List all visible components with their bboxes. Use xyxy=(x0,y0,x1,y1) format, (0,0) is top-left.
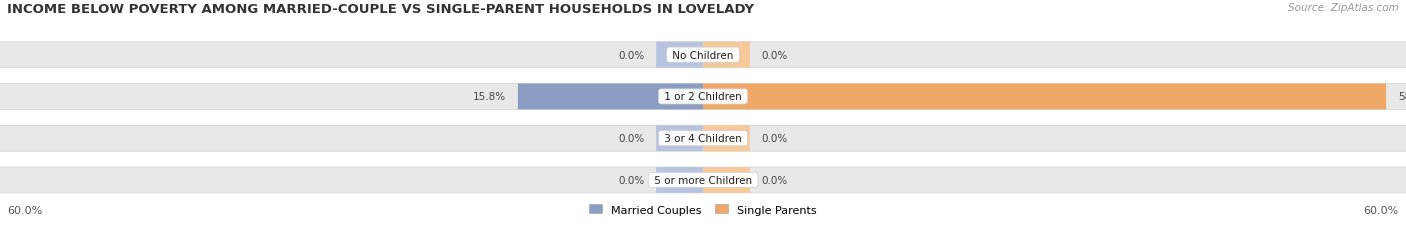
FancyBboxPatch shape xyxy=(0,43,1406,68)
Text: 60.0%: 60.0% xyxy=(7,205,42,215)
FancyBboxPatch shape xyxy=(517,84,703,110)
Text: 3 or 4 Children: 3 or 4 Children xyxy=(661,134,745,144)
Legend: Married Couples, Single Parents: Married Couples, Single Parents xyxy=(589,204,817,215)
Text: 58.3%: 58.3% xyxy=(1398,92,1406,102)
FancyBboxPatch shape xyxy=(657,43,703,68)
Text: 15.8%: 15.8% xyxy=(472,92,506,102)
FancyBboxPatch shape xyxy=(657,167,703,193)
Text: No Children: No Children xyxy=(669,50,737,61)
Text: 60.0%: 60.0% xyxy=(1364,205,1399,215)
FancyBboxPatch shape xyxy=(657,126,703,152)
Text: 1 or 2 Children: 1 or 2 Children xyxy=(661,92,745,102)
FancyBboxPatch shape xyxy=(0,167,1406,193)
Text: 0.0%: 0.0% xyxy=(762,175,787,185)
Text: INCOME BELOW POVERTY AMONG MARRIED-COUPLE VS SINGLE-PARENT HOUSEHOLDS IN LOVELAD: INCOME BELOW POVERTY AMONG MARRIED-COUPL… xyxy=(7,3,754,16)
Text: 0.0%: 0.0% xyxy=(619,50,644,61)
FancyBboxPatch shape xyxy=(703,126,749,152)
Text: 5 or more Children: 5 or more Children xyxy=(651,175,755,185)
Text: 0.0%: 0.0% xyxy=(619,175,644,185)
Text: 0.0%: 0.0% xyxy=(619,134,644,144)
Text: 0.0%: 0.0% xyxy=(762,134,787,144)
FancyBboxPatch shape xyxy=(703,167,749,193)
Text: Source: ZipAtlas.com: Source: ZipAtlas.com xyxy=(1288,3,1399,13)
Text: 0.0%: 0.0% xyxy=(762,50,787,61)
FancyBboxPatch shape xyxy=(0,84,1406,110)
FancyBboxPatch shape xyxy=(703,84,1386,110)
FancyBboxPatch shape xyxy=(0,126,1406,152)
FancyBboxPatch shape xyxy=(703,43,749,68)
